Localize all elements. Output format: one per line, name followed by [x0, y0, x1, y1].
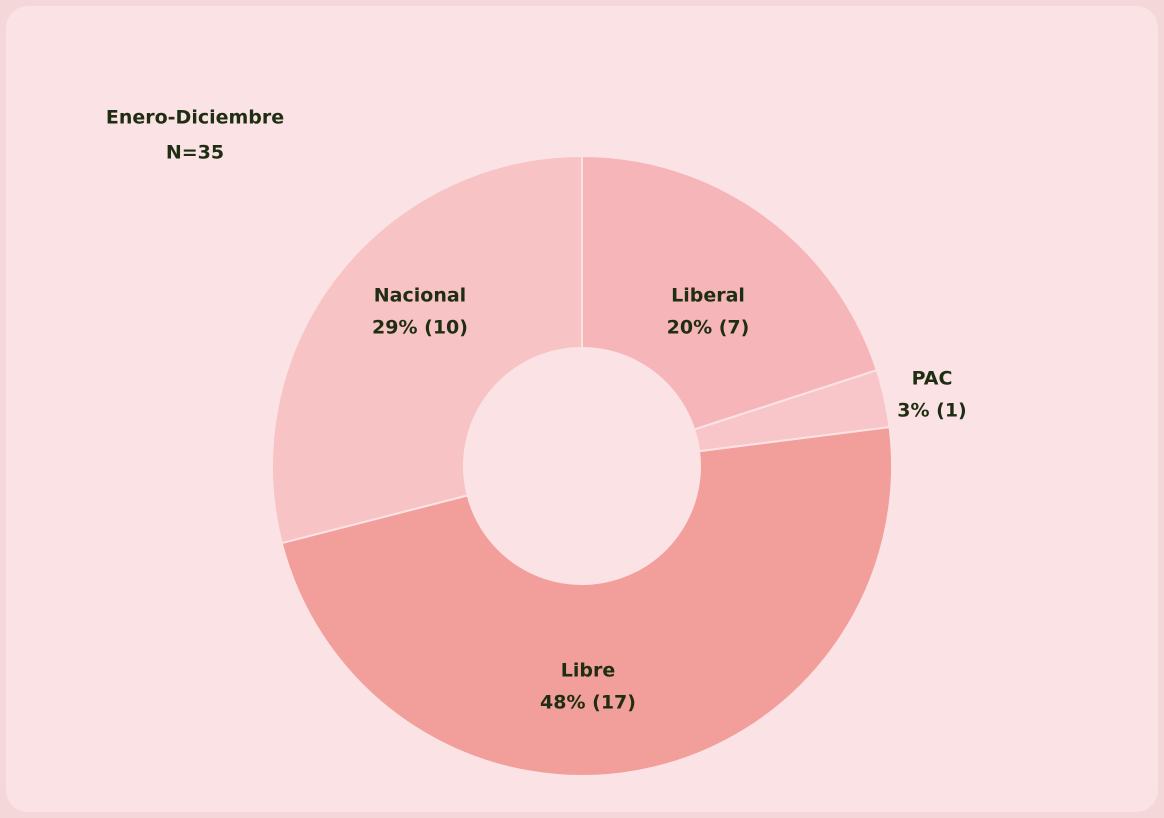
panel: [6, 6, 1158, 812]
slice-value-label: 3% (1): [897, 400, 966, 422]
slice-value-label: 48% (17): [540, 692, 636, 714]
chart-note: N=35: [166, 142, 224, 164]
slice-value-label: 29% (10): [372, 317, 468, 339]
slice-label: Libre: [561, 660, 615, 682]
slice: [581, 154, 879, 431]
slice-value-label: 20% (7): [667, 317, 750, 339]
slice: [280, 426, 893, 778]
slice: [271, 154, 583, 545]
slice-label: Nacional: [374, 285, 466, 307]
slice-label: PAC: [912, 368, 953, 390]
slice-label: Liberal: [671, 285, 745, 307]
chart-subtitle: Enero-Diciembre: [106, 107, 284, 129]
